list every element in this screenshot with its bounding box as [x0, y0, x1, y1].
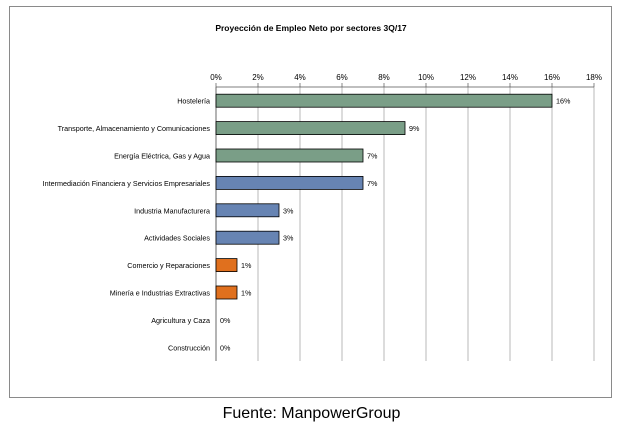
- x-tick-label: 6%: [336, 73, 348, 82]
- category-label: Agricultura y Caza: [151, 316, 210, 325]
- x-tick-label: 12%: [460, 73, 476, 82]
- x-tick-label: 4%: [294, 73, 306, 82]
- value-label: 7%: [367, 152, 378, 161]
- x-tick-label: 10%: [418, 73, 434, 82]
- category-label: Industria Manufacturera: [134, 206, 210, 215]
- source-note: Fuente: ManpowerGroup: [222, 405, 401, 422]
- value-label: 0%: [220, 343, 231, 352]
- value-label: 7%: [367, 179, 378, 188]
- value-label: 9%: [409, 124, 420, 133]
- chart-title: Proyección de Empleo Neto por sectores 3…: [215, 23, 407, 33]
- category-label: Transporte, Almacenamiento y Comunicacio…: [58, 124, 211, 133]
- value-label: 3%: [283, 206, 294, 215]
- bar: [215, 203, 280, 218]
- category-label: Construcción: [168, 343, 210, 352]
- bar: [215, 258, 238, 273]
- category-label: Actividades Sociales: [144, 234, 210, 243]
- bar: [215, 230, 280, 245]
- category-label: Intermediación Financiera y Servicios Em…: [43, 179, 211, 188]
- bar: [215, 93, 553, 108]
- x-tick-label: 14%: [502, 73, 518, 82]
- value-label: 1%: [241, 261, 252, 270]
- value-label: 16%: [556, 97, 571, 106]
- category-label: Energía Eléctrica, Gas y Agua: [114, 152, 210, 161]
- x-tick-label: 18%: [586, 73, 602, 82]
- x-tick-label: 16%: [544, 73, 560, 82]
- value-label: 3%: [283, 234, 294, 243]
- category-label: Minería e Industrias Extractivas: [110, 289, 211, 298]
- bar: [215, 175, 364, 190]
- category-label: Comercio y Reparaciones: [127, 261, 210, 270]
- bar: [215, 285, 238, 300]
- category-label: Hostelería: [177, 97, 210, 106]
- x-tick-label: 2%: [252, 73, 264, 82]
- bar-chart: Proyección de Empleo Neto por sectores 3…: [43, 23, 602, 361]
- value-label: 0%: [220, 316, 231, 325]
- x-tick-label: 0%: [210, 73, 222, 82]
- chart-frame: Proyección de Empleo Neto por sectores 3…: [9, 6, 612, 398]
- bar: [215, 121, 406, 135]
- value-label: 1%: [241, 289, 252, 298]
- bar: [215, 148, 364, 163]
- x-tick-label: 8%: [378, 73, 390, 82]
